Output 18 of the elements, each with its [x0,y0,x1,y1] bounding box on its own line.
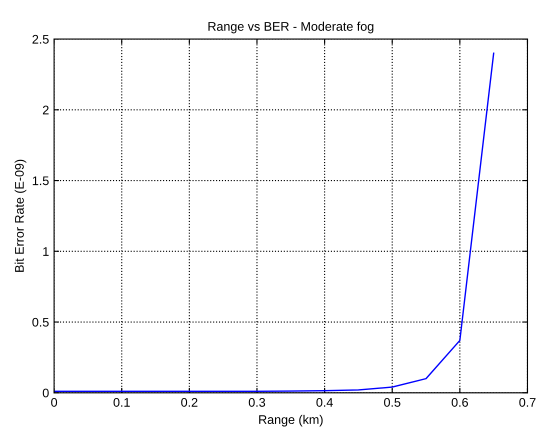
y-tick-label: 1 [43,247,49,256]
y-tick-label: 1.5 [32,176,49,186]
line-series [54,52,494,392]
x-tick-label: 0.5 [384,398,400,407]
y-tick-label: 2.5 [32,34,49,44]
x-tick-label: 0.1 [114,398,130,407]
x-tick-label: 0.2 [181,398,198,407]
y-tick-label: 2 [42,106,49,114]
x-tick-label: 0 [51,398,58,407]
x-tick-label: 0.3 [248,398,266,407]
chart-title: Range vs BER - Moderate fog [208,22,374,34]
y-tick-label: 0.5 [32,318,49,327]
x-axis-title: Range (km) [259,414,323,426]
y-axis-title: Bit Error Rate (E-09) [14,160,26,272]
x-tick-label: 0.4 [316,398,333,407]
x-tick-label: 0.7 [519,398,536,407]
x-tick-label: 0.6 [452,398,468,407]
y-tick-label: 0 [42,388,49,398]
